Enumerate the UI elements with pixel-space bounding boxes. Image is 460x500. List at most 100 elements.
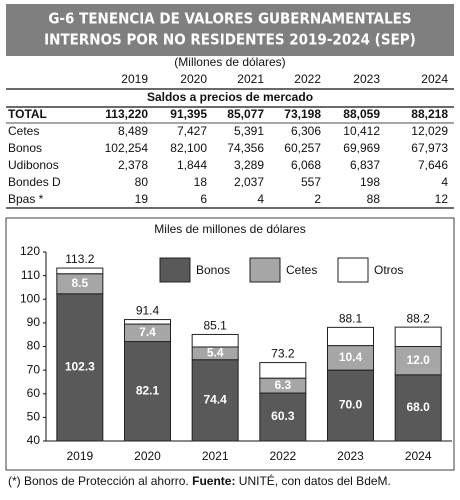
row-label: Bondes D (8, 175, 61, 189)
cell: 18 (194, 175, 208, 189)
section-heading: Saldos a precios de mercado (147, 90, 313, 104)
y-tick-label: 100 (20, 291, 40, 305)
cell: 6 (200, 192, 207, 206)
cell: 12,029 (411, 124, 448, 138)
cell: 6,068 (291, 158, 321, 172)
data-label: 74.4 (203, 393, 227, 407)
x-tick-label: 2021 (202, 449, 229, 463)
cell: 91,395 (170, 107, 207, 121)
data-label: 12.0 (406, 353, 430, 367)
data-label: 7.4 (139, 325, 156, 339)
legend-label: Cetes (286, 263, 317, 277)
data-label: 5.4 (207, 346, 224, 360)
cell: 10,412 (343, 124, 380, 138)
y-tick-label: 60 (27, 386, 41, 400)
bar-segment (259, 362, 307, 379)
x-tick-label: 2022 (269, 449, 296, 463)
footnote-note: (*) Bonos de Protección al ahorro. (8, 474, 189, 488)
cell: 88,059 (343, 107, 380, 121)
cell: 4 (441, 175, 448, 189)
data-label: 60.3 (271, 409, 295, 423)
row-label: Bonos (8, 141, 42, 155)
y-tick-label: 110 (21, 268, 40, 282)
cell: 3,289 (234, 158, 264, 172)
cell: 8,489 (118, 124, 148, 138)
legend-swatch (249, 257, 281, 283)
y-tick-label: 80 (27, 339, 41, 353)
year-header: 2019 (121, 72, 148, 86)
cell: 67,973 (411, 141, 448, 155)
year-header: 2022 (294, 72, 321, 86)
bar-segment (326, 345, 375, 371)
row-label: Udibonos (8, 158, 59, 172)
cell: 7,646 (418, 158, 448, 172)
year-header: 2020 (180, 72, 207, 86)
cell: 1,844 (177, 158, 207, 172)
cell: 2,037 (234, 175, 264, 189)
y-tick-label: 70 (27, 362, 41, 376)
total-label: 91.4 (136, 304, 160, 318)
year-header: 2024 (421, 72, 448, 86)
cell: 2 (314, 192, 321, 206)
chart-frame (5, 217, 455, 471)
data-label: 70.0 (339, 398, 363, 412)
footnote: (*) Bonos de Protección al ahorro. Fuent… (8, 473, 391, 488)
total-label: 85.1 (203, 319, 227, 333)
cell: 5,391 (234, 124, 264, 138)
cell: 557 (301, 175, 321, 189)
row-label: TOTAL (8, 107, 47, 121)
y-tick-label: 90 (27, 315, 41, 329)
data-label: 102.3 (65, 360, 95, 374)
cell: 88 (367, 192, 381, 206)
cell: 102,254 (105, 141, 149, 155)
data-label: 68.0 (406, 400, 430, 414)
legend-swatch (337, 257, 369, 283)
total-label: 88.1 (339, 312, 363, 326)
total-label: 113.2 (65, 252, 94, 266)
data-label: 82.1 (136, 383, 160, 397)
row-label: Bpas * (8, 192, 44, 206)
data-label: 6.3 (274, 378, 291, 392)
cell: 80 (135, 175, 149, 189)
bar-segment (56, 267, 104, 275)
x-tick-label: 2023 (337, 449, 364, 463)
bar-segment (191, 333, 239, 348)
bar-segment (394, 326, 442, 348)
legend-label: Bonos (196, 263, 230, 277)
bar-segment (394, 374, 442, 442)
bar-segment (326, 326, 375, 347)
cell: 113,220 (105, 107, 148, 121)
total-label: 88.2 (406, 311, 430, 325)
chart-title: Miles de millones de dólares (154, 222, 305, 236)
data-label: 10.4 (339, 350, 363, 364)
cell: 69,969 (343, 141, 380, 155)
cell: 82,100 (170, 141, 207, 155)
cell: 7,427 (177, 124, 207, 138)
x-tick-label: 2019 (66, 449, 93, 463)
year-header: 2023 (353, 72, 380, 86)
title-line: G-6 TENENCIA DE VALORES GUBERNAMENTALES (48, 10, 411, 28)
y-tick-label: 50 (27, 410, 41, 424)
bar-segment (56, 293, 104, 442)
cell: 19 (135, 192, 149, 206)
total-label: 73.2 (271, 347, 295, 361)
cell: 60,257 (284, 141, 321, 155)
cell: 6,837 (350, 158, 380, 172)
data-label: 8.5 (71, 276, 88, 290)
source: UNITÉ, con datos del BdeM. (239, 473, 391, 488)
cell: 6,306 (291, 124, 321, 138)
cell: 74,356 (227, 141, 264, 155)
source-label: Fuente: (192, 474, 235, 488)
title-box (6, 4, 454, 56)
cell: 2,378 (118, 158, 148, 172)
cell: 85,077 (227, 107, 264, 121)
x-tick-label: 2024 (405, 449, 432, 463)
bar-segment (123, 319, 172, 325)
cell: 73,198 (284, 107, 321, 121)
year-header: 2021 (237, 72, 264, 86)
bar-segment (326, 369, 375, 442)
row-label: Cetes (8, 124, 39, 138)
cell: 12 (435, 192, 449, 206)
